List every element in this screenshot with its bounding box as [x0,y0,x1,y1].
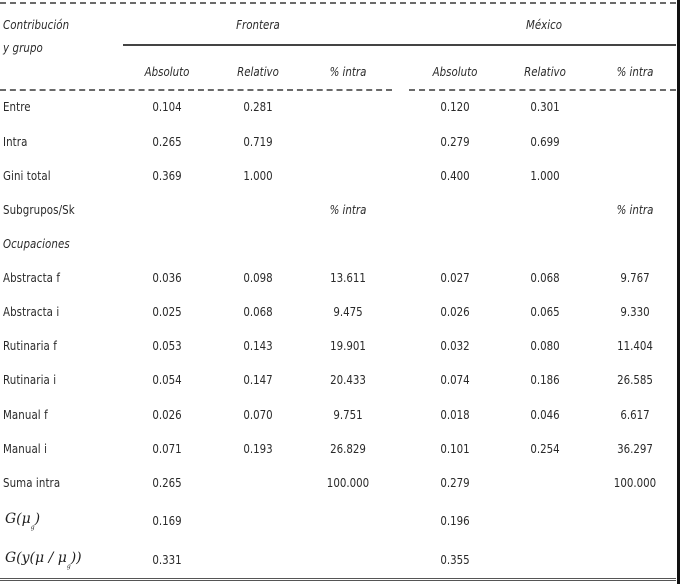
cell-frontera-absoluto: 0.104 [152,99,182,114]
cell-frontera-relativo: 0.143 [243,338,273,353]
cell-frontera-absoluto: 0.369 [152,168,182,183]
header-rule-right [409,89,676,91]
cell-frontera-intra: 13.611 [330,270,366,285]
bottom-rule [0,578,676,581]
row-label: Manual f [3,407,48,422]
row-label: Rutinaria f [3,338,57,353]
cell-frontera-absoluto: 0.265 [152,475,182,490]
cell-frontera-intra: 100.000 [326,475,370,490]
cell-mexico-absoluto: 0.400 [440,168,470,183]
section-label-ocupaciones: Ocupaciones [3,236,70,251]
cell-frontera-relativo: 0.147 [243,372,273,387]
row-label: Gini total [3,168,51,183]
cell-frontera-absoluto: 0.053 [152,338,182,353]
cell-frontera-relativo: 0.281 [243,99,273,114]
col-header-frontera-intra: % intra [329,64,367,79]
row-label: Subgrupos/Sk [3,202,75,217]
header-rule-left [0,89,392,91]
cell-mexico-relativo: 0.065 [530,304,560,319]
row-label: Manual i [3,441,48,456]
cell-frontera-absoluto: 0.071 [152,441,182,456]
cell-frontera-relativo: 0.719 [243,134,273,149]
cell-mexico-relativo: 0.699 [530,134,560,149]
cell-frontera-intra: 9.475 [333,304,363,319]
cell-frontera-absoluto: 0.025 [152,304,182,319]
cell-frontera-absoluto: 0.265 [152,134,182,149]
row-label: Abstracta f [3,270,61,285]
cell-mexico-absoluto: 0.027 [440,270,470,285]
cell-mexico-intra: 9.330 [620,304,650,319]
row-label-header-line1: Contribución [3,17,70,32]
col-header-frontera-relativo: Relativo [237,64,279,79]
col-header-mexico-absoluto: Absoluto [432,64,478,79]
cell-mexico-intra: 36.297 [617,441,653,456]
cell-mexico-relativo: 0.186 [530,372,560,387]
cell-mexico-absoluto: 0.279 [440,475,470,490]
cell-frontera-absoluto: 0.054 [152,372,182,387]
cell-mexico-relativo: 0.080 [530,338,560,353]
cell-mexico-absoluto: 0.032 [440,338,470,353]
group-header-frontera: Frontera [236,17,280,32]
cell-mexico-relativo: 1.000 [530,168,560,183]
cell-mexico-absoluto: 0.074 [440,372,470,387]
cell-frontera-intra: 19.901 [330,338,366,353]
cell-frontera-intra: 20.433 [330,372,366,387]
cell-mexico-absoluto: 0.120 [440,99,470,114]
cell-frontera-intra: 26.829 [330,441,366,456]
cell-mexico-intra: 11.404 [617,338,653,353]
cell-mexico-absoluto: 0.196 [440,513,470,528]
cell-frontera-intra-subheader: % intra [329,202,367,217]
cell-mexico-relativo: 0.046 [530,407,560,422]
cell-mexico-relativo: 0.254 [530,441,560,456]
cell-mexico-intra: 100.000 [613,475,657,490]
row-label-formula-g-mu: G(μg) [5,511,41,531]
cell-mexico-intra-subheader: % intra [616,202,654,217]
cell-frontera-absoluto: 0.331 [152,552,182,567]
row-label-header-line2: y grupo [3,40,43,55]
cell-frontera-relativo: 0.068 [243,304,273,319]
cell-mexico-absoluto: 0.026 [440,304,470,319]
cell-mexico-relativo: 0.301 [530,99,560,114]
cell-mexico-intra: 9.767 [620,270,650,285]
group-underline [123,44,676,46]
cell-mexico-intra: 6.617 [620,407,650,422]
cell-frontera-relativo: 0.098 [243,270,273,285]
cell-frontera-intra: 9.751 [333,407,363,422]
cell-frontera-absoluto: 0.026 [152,407,182,422]
cell-frontera-relativo: 0.070 [243,407,273,422]
cell-mexico-relativo: 0.068 [530,270,560,285]
cell-mexico-absoluto: 0.018 [440,407,470,422]
cell-mexico-absoluto: 0.279 [440,134,470,149]
row-label: Entre [3,99,31,114]
row-label-formula-g-y: G(y(μ / μg)) [5,550,82,570]
row-label: Suma intra [3,475,61,490]
col-header-mexico-intra: % intra [616,64,654,79]
cell-frontera-relativo: 0.193 [243,441,273,456]
cell-frontera-relativo: 1.000 [243,168,273,183]
row-label: Rutinaria i [3,372,57,387]
row-label: Abstracta i [3,304,60,319]
top-rule [0,2,676,4]
cell-frontera-absoluto: 0.169 [152,513,182,528]
cell-frontera-absoluto: 0.036 [152,270,182,285]
cell-mexico-absoluto: 0.101 [440,441,470,456]
row-label: Intra [3,134,28,149]
col-header-frontera-absoluto: Absoluto [144,64,190,79]
group-header-mexico: México [526,17,562,32]
cell-mexico-intra: 26.585 [617,372,653,387]
col-header-mexico-relativo: Relativo [524,64,566,79]
cell-mexico-absoluto: 0.355 [440,552,470,567]
